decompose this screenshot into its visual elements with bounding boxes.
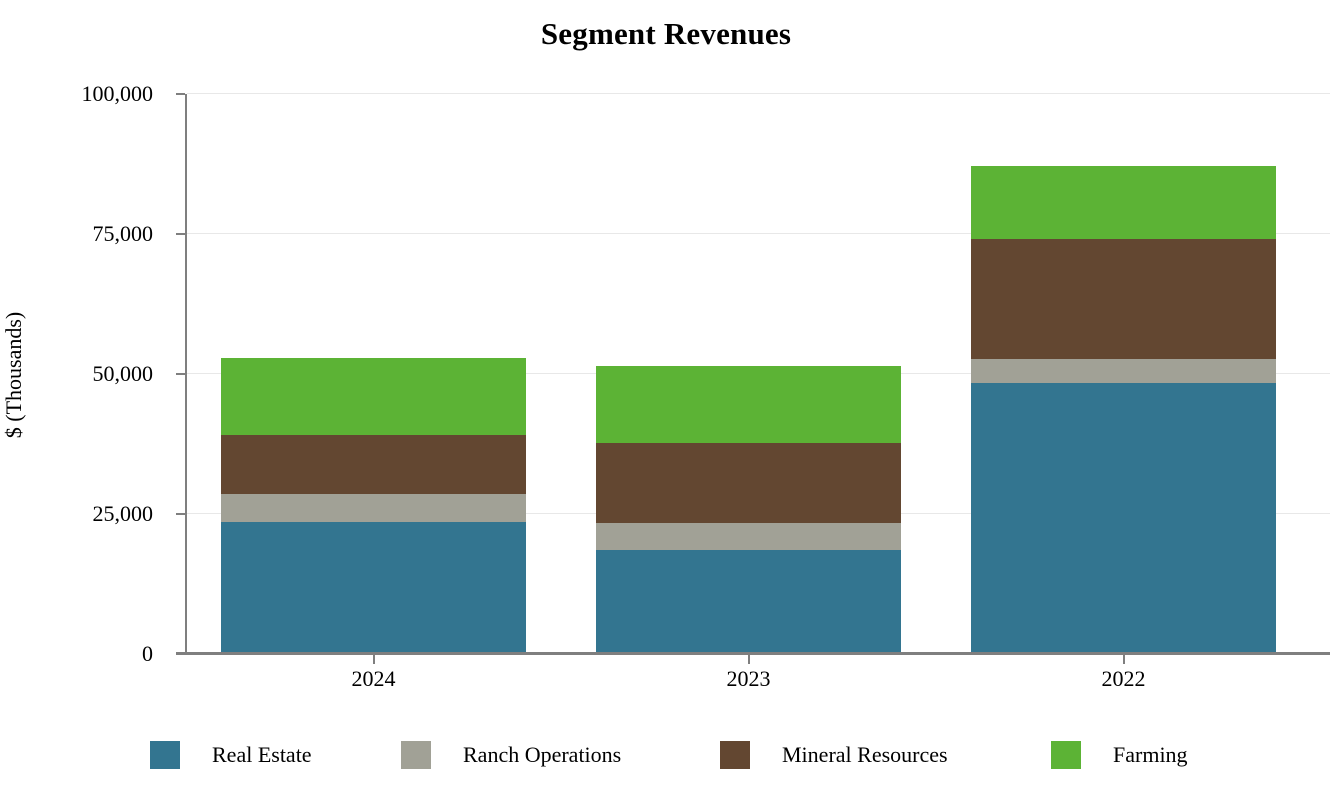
legend-swatch-farming <box>1051 741 1081 769</box>
plot-area: 0 25,000 50,000 75,000 100,000 2024 2023 2022 <box>82 83 1330 691</box>
y-tick-label-75000: 75,000 <box>92 221 154 246</box>
legend-label-ranch-operations: Ranch Operations <box>463 742 622 767</box>
legend-swatch-mineral-resources <box>720 741 750 769</box>
bar-2024-mineral-resources <box>221 435 526 494</box>
legend-swatch-ranch-operations <box>401 741 431 769</box>
bar-2022-farming <box>971 166 1276 240</box>
bar-2023-farming <box>596 366 901 444</box>
y-tick-label-100000: 100,000 <box>81 81 154 106</box>
bar-2024-ranch-operations <box>221 493 526 522</box>
y-tick-label-50000: 50,000 <box>92 361 154 386</box>
x-tick-label-2023: 2023 <box>726 666 771 691</box>
legend-swatch-real-estate <box>150 741 180 769</box>
x-tick-2024 <box>372 655 375 664</box>
bar-2022 <box>971 166 1276 652</box>
gridline-75000 <box>187 233 1330 234</box>
y-tick-label-25000: 25,000 <box>92 501 154 526</box>
bar-2023-real-estate <box>596 550 901 652</box>
x-tick-2023 <box>747 655 750 664</box>
y-axis-line <box>185 94 187 654</box>
x-axis-line <box>176 652 1330 655</box>
legend-label-real-estate: Real Estate <box>212 742 312 767</box>
x-tick-label-2022: 2022 <box>1101 666 1146 691</box>
legend-label-mineral-resources: Mineral Resources <box>782 742 948 767</box>
bar-2023-mineral-resources <box>596 443 901 524</box>
legend-label-farming: Farming <box>1113 742 1188 767</box>
y-tick-25000 <box>176 513 185 515</box>
bar-2022-ranch-operations <box>971 359 1276 384</box>
x-tick-label-2024: 2024 <box>351 666 396 691</box>
y-tick-50000 <box>176 373 185 375</box>
bar-2024 <box>221 358 526 652</box>
bar-2024-real-estate <box>221 521 526 652</box>
y-tick-75000 <box>176 233 185 235</box>
y-tick-0 <box>176 653 185 655</box>
bar-2023-ranch-operations <box>596 523 901 551</box>
y-tick-100000 <box>176 93 185 95</box>
gridline-100000 <box>187 93 1330 94</box>
bar-2023 <box>596 366 901 652</box>
y-tick-label-0: 0 <box>142 641 153 666</box>
bar-2022-mineral-resources <box>971 239 1276 360</box>
x-tick-2022 <box>1122 655 1125 664</box>
chart-title: Segment Revenues <box>540 16 792 51</box>
bar-2024-farming <box>221 358 526 436</box>
bar-2022-real-estate <box>971 383 1276 652</box>
